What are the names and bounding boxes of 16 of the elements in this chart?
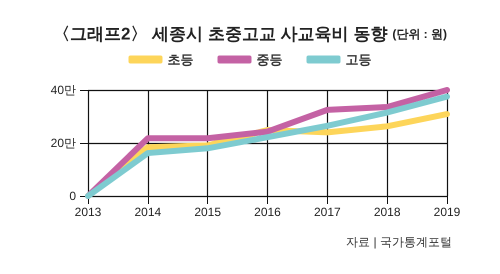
- chart-subtitle: (단위 : 원): [392, 27, 448, 41]
- x-tick-label: 2017: [314, 205, 342, 219]
- y-tick-label: 20만: [50, 136, 76, 150]
- x-tick-label: 2016: [254, 205, 282, 219]
- x-tick-label: 2013: [74, 205, 102, 219]
- x-tick-label: 2015: [194, 205, 222, 219]
- legend-label: 고등: [346, 52, 372, 67]
- legend-label: 초등: [168, 52, 194, 67]
- x-tick-label: 2019: [434, 205, 461, 219]
- x-tick-label: 2014: [134, 205, 162, 219]
- y-tick-label: 0: [69, 189, 76, 203]
- chart-title: 〈그래프2〉 세종시 초중고교 사교육비 동향: [52, 24, 388, 44]
- x-tick-label: 2018: [374, 205, 401, 219]
- y-tick-label: 40만: [50, 83, 76, 97]
- text: 자료 | 국가통계포털: [346, 235, 452, 249]
- legend-label: 중등: [256, 52, 282, 67]
